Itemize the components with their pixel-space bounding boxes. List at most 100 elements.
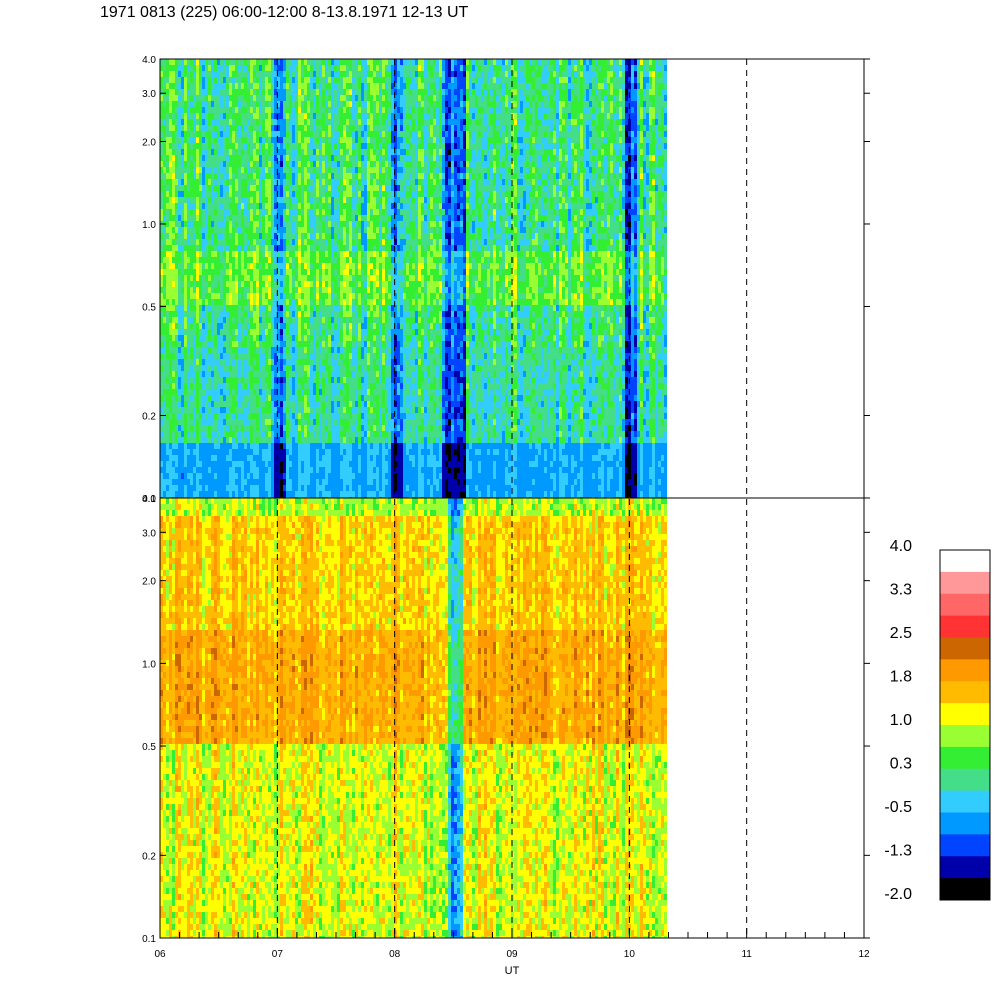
heatmap-cell bbox=[169, 407, 172, 413]
heatmap-cell bbox=[361, 59, 364, 65]
heatmap-cell bbox=[190, 401, 193, 407]
heatmap-cell bbox=[259, 473, 262, 479]
heatmap-cell bbox=[202, 461, 205, 467]
heatmap-cell bbox=[355, 431, 358, 437]
heatmap-cell bbox=[346, 131, 349, 137]
heatmap-cell bbox=[283, 131, 286, 137]
heatmap-cell bbox=[355, 455, 358, 461]
heatmap-cell bbox=[346, 317, 349, 323]
heatmap-cell bbox=[226, 443, 229, 449]
heatmap-cell bbox=[358, 383, 361, 389]
heatmap-cell bbox=[355, 347, 358, 353]
heatmap-cell bbox=[193, 413, 196, 419]
heatmap-cell bbox=[205, 215, 208, 221]
heatmap-cell bbox=[352, 371, 355, 377]
heatmap-cell bbox=[196, 473, 199, 479]
heatmap-cell bbox=[358, 275, 361, 281]
heatmap-cell bbox=[280, 257, 283, 263]
heatmap-cell bbox=[175, 89, 178, 95]
heatmap-cell bbox=[268, 203, 271, 209]
heatmap-cell bbox=[196, 491, 199, 497]
heatmap-cell bbox=[208, 59, 211, 65]
heatmap-cell bbox=[310, 221, 313, 227]
heatmap-cell bbox=[190, 101, 193, 107]
heatmap-cell bbox=[349, 347, 352, 353]
heatmap-cell bbox=[175, 203, 178, 209]
heatmap-cell bbox=[331, 185, 334, 191]
heatmap-cell bbox=[211, 347, 214, 353]
heatmap-cell bbox=[271, 161, 274, 167]
heatmap-cell bbox=[166, 149, 169, 155]
heatmap-cell bbox=[262, 65, 265, 71]
heatmap-cell bbox=[331, 263, 334, 269]
heatmap-cell bbox=[274, 233, 277, 239]
heatmap-cell bbox=[244, 431, 247, 437]
heatmap-cell bbox=[208, 203, 211, 209]
heatmap-cell bbox=[331, 95, 334, 101]
heatmap-cell bbox=[304, 83, 307, 89]
heatmap-cell bbox=[175, 353, 178, 359]
heatmap-cell bbox=[250, 329, 253, 335]
heatmap-cell bbox=[298, 467, 301, 473]
heatmap-cell bbox=[238, 455, 241, 461]
heatmap-cell bbox=[325, 251, 328, 257]
heatmap-cell bbox=[208, 173, 211, 179]
heatmap-cell bbox=[235, 251, 238, 257]
heatmap-cell bbox=[274, 329, 277, 335]
heatmap-cell bbox=[208, 185, 211, 191]
heatmap-cell bbox=[274, 179, 277, 185]
heatmap-cell bbox=[187, 401, 190, 407]
heatmap-cell bbox=[304, 407, 307, 413]
heatmap-cell bbox=[355, 197, 358, 203]
heatmap-cell bbox=[310, 65, 313, 71]
heatmap-cell bbox=[310, 377, 313, 383]
heatmap-cell bbox=[295, 461, 298, 467]
heatmap-cell bbox=[166, 341, 169, 347]
heatmap-cell bbox=[292, 161, 295, 167]
heatmap-cell bbox=[340, 209, 343, 215]
heatmap-cell bbox=[346, 383, 349, 389]
heatmap-cell bbox=[286, 149, 289, 155]
heatmap-cell bbox=[301, 443, 304, 449]
heatmap-cell bbox=[244, 125, 247, 131]
heatmap-cell bbox=[172, 323, 175, 329]
heatmap-cell bbox=[313, 143, 316, 149]
heatmap-cell bbox=[313, 275, 316, 281]
heatmap-cell bbox=[214, 383, 217, 389]
heatmap-cell bbox=[202, 107, 205, 113]
heatmap-cell bbox=[202, 365, 205, 371]
heatmap-cell bbox=[322, 413, 325, 419]
heatmap-cell bbox=[310, 407, 313, 413]
heatmap-cell bbox=[337, 179, 340, 185]
heatmap-cell bbox=[235, 335, 238, 341]
heatmap-cell bbox=[304, 161, 307, 167]
heatmap-cell bbox=[262, 95, 265, 101]
heatmap-cell bbox=[271, 191, 274, 197]
heatmap-cell bbox=[235, 89, 238, 95]
heatmap-cell bbox=[304, 107, 307, 113]
heatmap-cell bbox=[244, 485, 247, 491]
heatmap-cell bbox=[202, 239, 205, 245]
heatmap-cell bbox=[301, 179, 304, 185]
heatmap-cell bbox=[172, 329, 175, 335]
heatmap-cell bbox=[361, 179, 364, 185]
heatmap-cell bbox=[235, 65, 238, 71]
heatmap-cell bbox=[265, 335, 268, 341]
heatmap-cell bbox=[340, 227, 343, 233]
heatmap-cell bbox=[298, 275, 301, 281]
heatmap-cell bbox=[253, 263, 256, 269]
heatmap-cell bbox=[289, 305, 292, 311]
heatmap-cell bbox=[208, 233, 211, 239]
heatmap-cell bbox=[172, 215, 175, 221]
heatmap-cell bbox=[232, 113, 235, 119]
heatmap-cell bbox=[205, 371, 208, 377]
heatmap-cell bbox=[316, 245, 319, 251]
heatmap-cell bbox=[208, 221, 211, 227]
heatmap-cell bbox=[325, 221, 328, 227]
heatmap-cell bbox=[355, 401, 358, 407]
heatmap-cell bbox=[187, 107, 190, 113]
heatmap-cell bbox=[358, 239, 361, 245]
heatmap-cell bbox=[244, 323, 247, 329]
heatmap-cell bbox=[316, 419, 319, 425]
heatmap-cell bbox=[250, 317, 253, 323]
